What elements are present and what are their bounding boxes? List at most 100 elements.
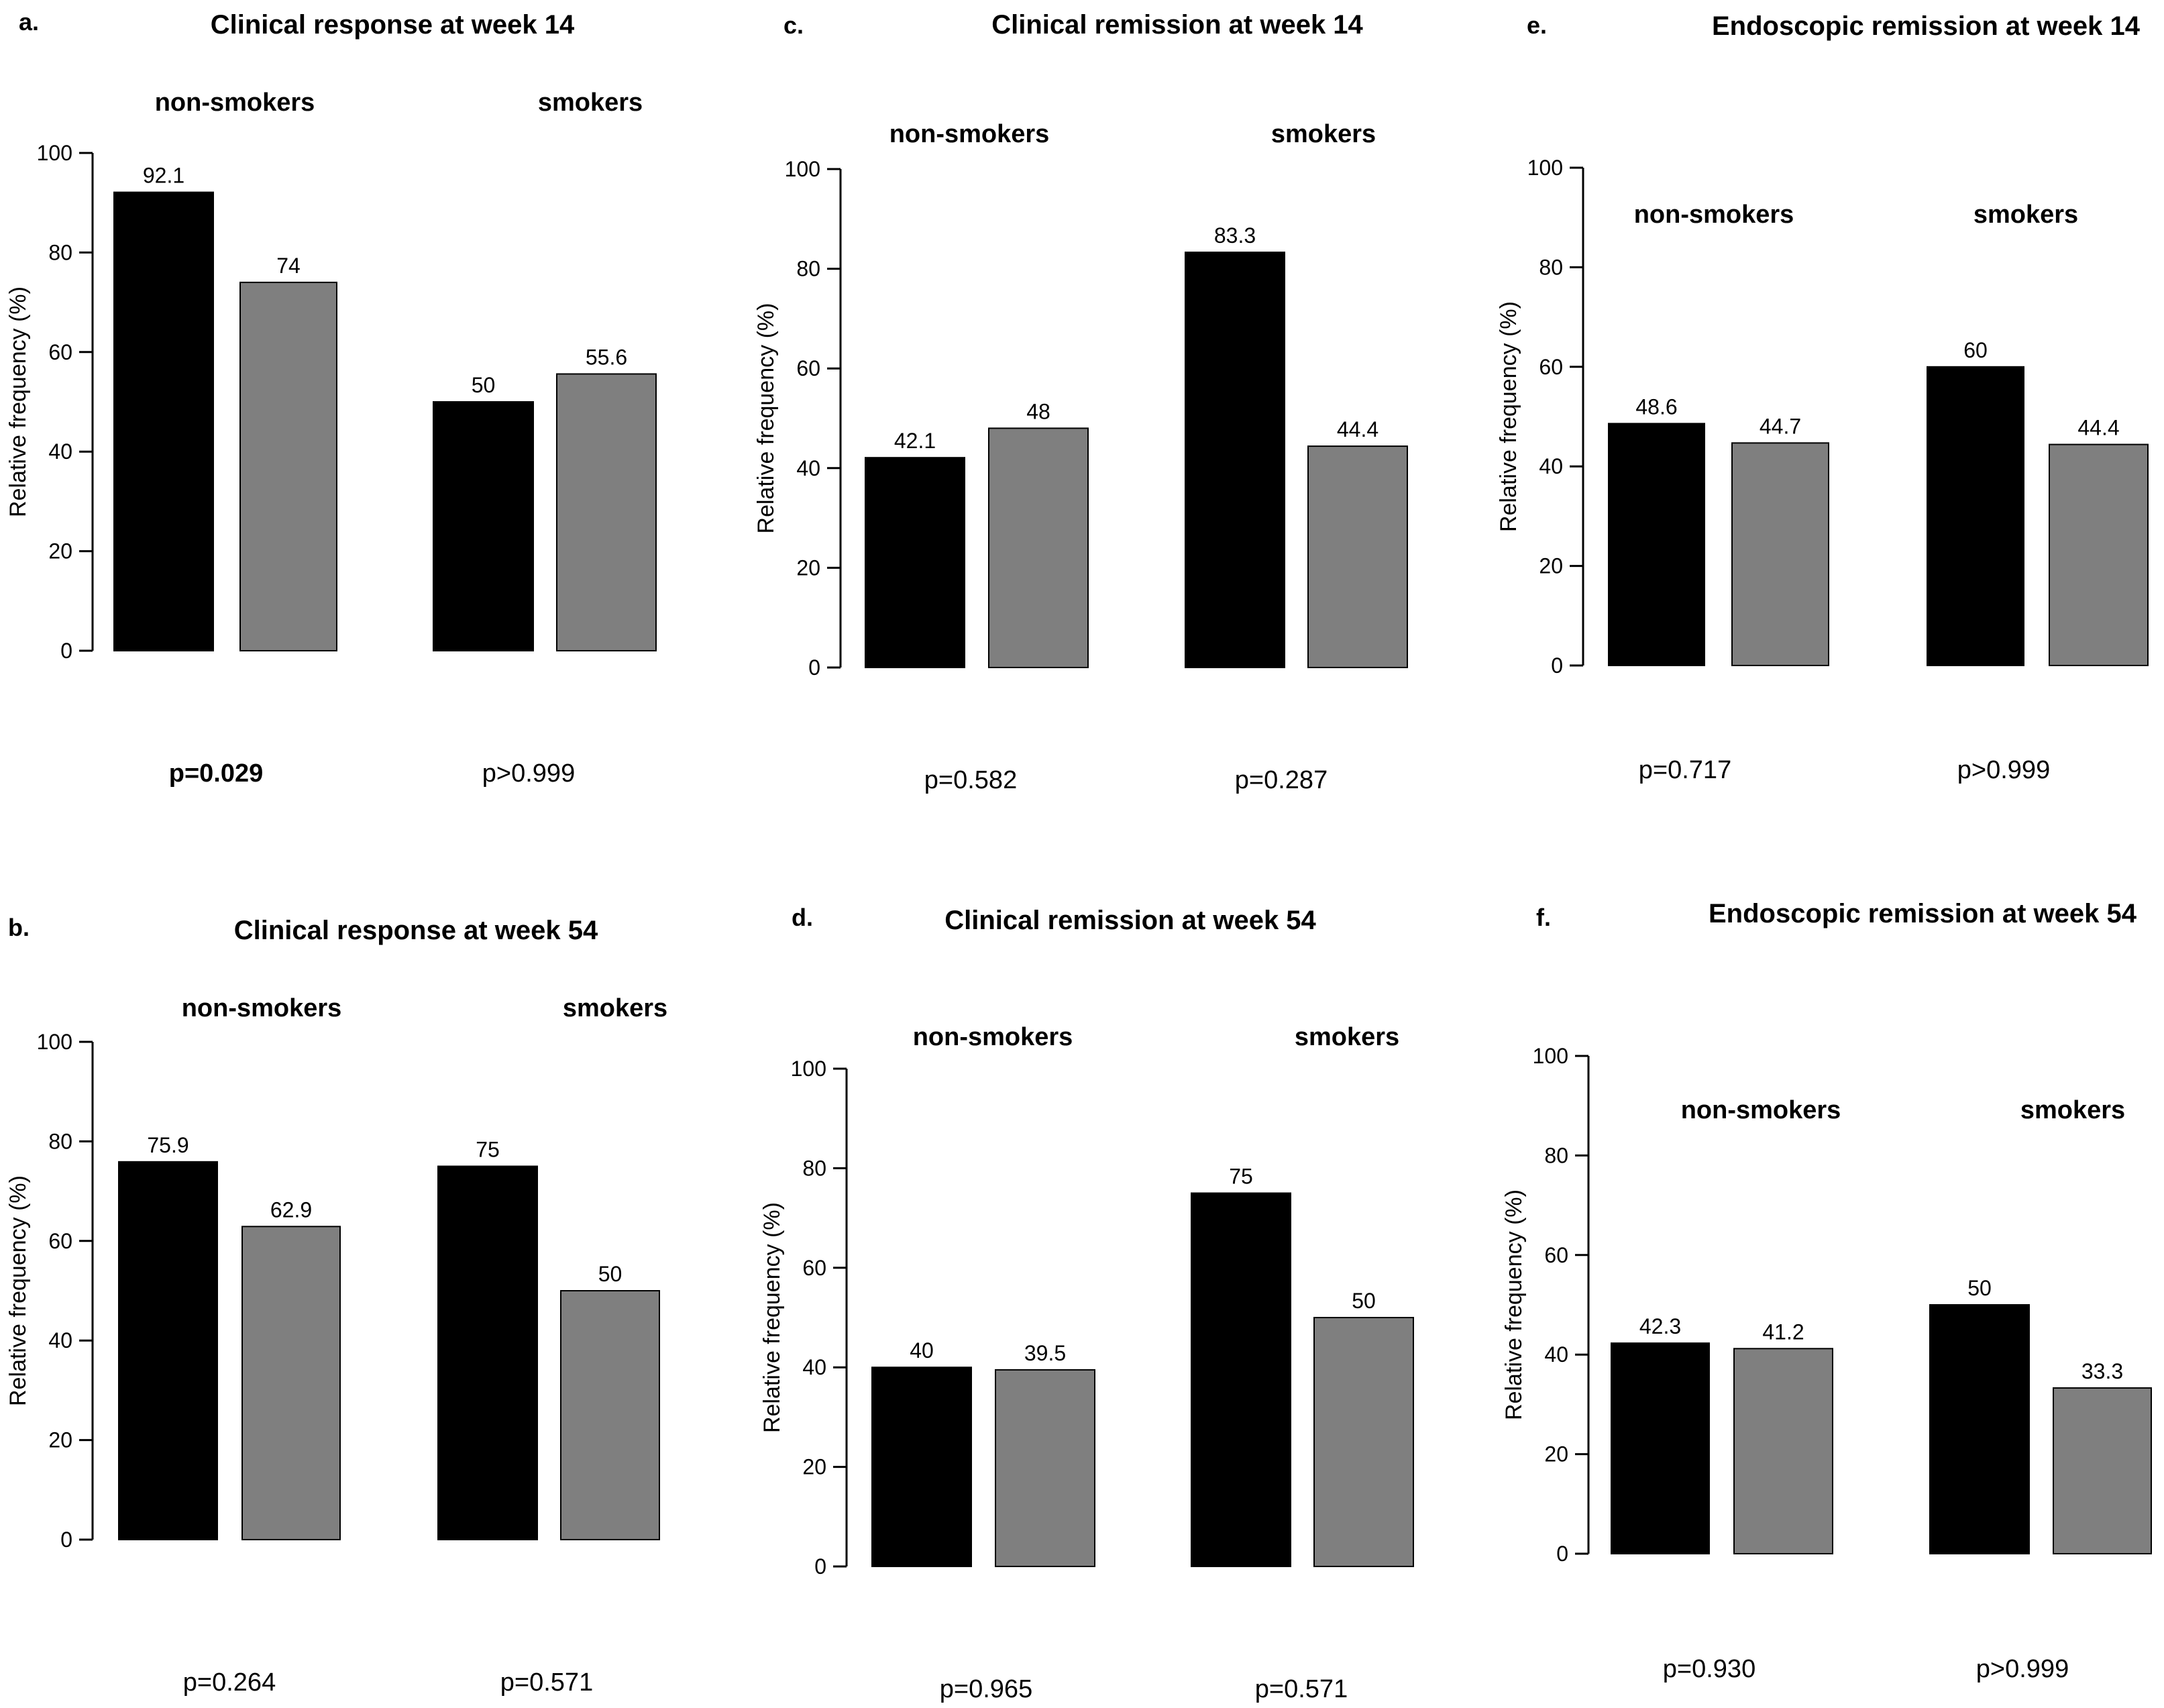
panel-e-y-tick-label-80: 80 bbox=[1539, 255, 1563, 279]
panel-f-group-label-1: smokers bbox=[2020, 1096, 2125, 1124]
panel-d-bar-label-non-smokers-grey: 39.5 bbox=[1024, 1341, 1066, 1365]
panel-c-bar-label-smokers-black: 83.3 bbox=[1214, 223, 1256, 248]
panel-e-y-tick-label-40: 40 bbox=[1539, 454, 1563, 478]
panel-c-bar-non-smokers-black bbox=[865, 457, 965, 669]
panel-d-bar-smokers-grey bbox=[1313, 1317, 1414, 1567]
panel-e-bar-smokers-black bbox=[1927, 366, 2024, 666]
panel-a-y-tick-label-40: 40 bbox=[48, 439, 72, 464]
panel-d-p-value-non-smokers: p=0.965 bbox=[940, 1675, 1032, 1703]
panel-b-p-value-smokers: p=0.571 bbox=[500, 1668, 593, 1697]
panel-a-group-label-0: non-smokers bbox=[155, 89, 315, 117]
panel-a-bar-label-non-smokers-grey: 74 bbox=[276, 254, 301, 278]
panel-f-bar-label-non-smokers-grey: 41.2 bbox=[1762, 1320, 1804, 1344]
panel-a-bar-smokers-black bbox=[433, 401, 534, 651]
panel-f-bar-label-smokers-grey: 33.3 bbox=[2081, 1359, 2123, 1383]
panel-b-y-tick-label-40: 40 bbox=[48, 1328, 72, 1352]
panel-f-bar-smokers-black bbox=[1929, 1304, 2030, 1554]
panel-f-y-tick-label-100: 100 bbox=[1533, 1044, 1568, 1068]
panel-f-y-tick-label-60: 60 bbox=[1544, 1243, 1568, 1267]
panel-b-bar-label-smokers-grey: 50 bbox=[598, 1262, 623, 1286]
panel-d-y-tick-label-60: 60 bbox=[802, 1256, 826, 1280]
panel-b-title: Clinical response at week 54 bbox=[234, 916, 598, 945]
panel-c-y-tick-label-80: 80 bbox=[796, 257, 820, 281]
panel-e-y-axis-label: Relative frequency (%) bbox=[1496, 301, 1521, 532]
panel-e-bar-label-smokers-black: 60 bbox=[1963, 338, 1988, 362]
panel-a-p-value-non-smokers: p=0.029 bbox=[169, 759, 264, 788]
panel-c-y-tick-label-40: 40 bbox=[796, 456, 820, 480]
panel-f-bar-label-smokers-black: 50 bbox=[1967, 1276, 1992, 1300]
panel-d-title: Clinical remission at week 54 bbox=[944, 906, 1316, 935]
panel-a-bar-non-smokers-black bbox=[113, 191, 214, 652]
panel-e-bar-non-smokers-black bbox=[1608, 423, 1705, 666]
panel-a-bar-non-smokers-grey bbox=[239, 281, 337, 652]
panel-b-group-label-0: non-smokers bbox=[182, 994, 342, 1022]
panel-f-y-tick-label-40: 40 bbox=[1544, 1342, 1568, 1367]
panel-f-group-label-0: non-smokers bbox=[1681, 1096, 1841, 1124]
panel-d-y-tick-label-100: 100 bbox=[791, 1057, 826, 1081]
panel-b-y-tick-label-60: 60 bbox=[48, 1229, 72, 1253]
panel-d-y-tick-label-40: 40 bbox=[802, 1355, 826, 1379]
panel-d-bar-label-non-smokers-black: 40 bbox=[910, 1338, 934, 1363]
panel-f-letter: f. bbox=[1536, 904, 1551, 931]
panel-c-y-tick-label-20: 20 bbox=[796, 555, 820, 580]
panel-f-y-tick-label-80: 80 bbox=[1544, 1143, 1568, 1167]
panel-a-y-tick-label-60: 60 bbox=[48, 340, 72, 364]
panel-a-y-tick-label-100: 100 bbox=[37, 141, 72, 165]
panel-b-bar-non-smokers-grey bbox=[241, 1226, 341, 1540]
panel-e-bar-non-smokers-grey bbox=[1731, 442, 1829, 666]
panel-c-y-tick-label-0: 0 bbox=[808, 655, 820, 680]
panel-c-bar-smokers-black bbox=[1185, 252, 1285, 668]
panel-e-group-label-1: smokers bbox=[1973, 201, 2078, 229]
panel-c-y-tick-label-100: 100 bbox=[785, 157, 820, 181]
panel-e-y-tick-label-100: 100 bbox=[1527, 156, 1563, 180]
panel-a-bar-label-non-smokers-black: 92.1 bbox=[143, 164, 184, 188]
panel-e-y-tick-label-60: 60 bbox=[1539, 355, 1563, 379]
panel-c-letter: c. bbox=[783, 11, 804, 39]
panel-d-y-tick-label-0: 0 bbox=[814, 1554, 826, 1579]
panel-b-letter: b. bbox=[8, 914, 30, 941]
panel-b-bar-label-smokers-black: 75 bbox=[476, 1138, 500, 1162]
panel-c-y-axis-label: Relative frequency (%) bbox=[753, 303, 779, 534]
panel-f-bar-non-smokers-black bbox=[1611, 1342, 1710, 1555]
panel-d-y-tick-label-80: 80 bbox=[802, 1156, 826, 1180]
panel-d-bar-non-smokers-black bbox=[871, 1367, 972, 1567]
panel-d-group-label-0: non-smokers bbox=[913, 1023, 1073, 1051]
panel-f-bar-smokers-grey bbox=[2053, 1387, 2152, 1555]
panel-b-group-label-1: smokers bbox=[563, 994, 667, 1022]
panel-e-y-tick-label-0: 0 bbox=[1551, 653, 1563, 678]
panel-d-group-label-1: smokers bbox=[1295, 1023, 1399, 1051]
panel-f-bar-label-non-smokers-black: 42.3 bbox=[1639, 1314, 1681, 1338]
panel-b-y-tick-label-0: 0 bbox=[60, 1528, 72, 1552]
panel-e-y-tick-label-20: 20 bbox=[1539, 554, 1563, 578]
panel-a-bar-label-smokers-grey: 55.6 bbox=[586, 345, 627, 369]
panel-e-p-value-smokers: p>0.999 bbox=[1957, 756, 2050, 784]
panel-e-bar-label-smokers-grey: 44.4 bbox=[2077, 416, 2119, 440]
panel-f-y-tick-label-20: 20 bbox=[1544, 1442, 1568, 1466]
panel-c-bar-non-smokers-grey bbox=[988, 427, 1089, 668]
panel-b-y-tick-label-80: 80 bbox=[48, 1129, 72, 1153]
panel-a-y-tick-label-0: 0 bbox=[60, 639, 72, 663]
panel-d-bar-smokers-black bbox=[1191, 1192, 1291, 1567]
panel-b-bar-smokers-grey bbox=[560, 1290, 660, 1540]
panel-e-title: Endoscopic remission at week 14 bbox=[1712, 11, 2141, 41]
panel-d-bar-label-smokers-grey: 50 bbox=[1352, 1289, 1376, 1313]
panel-d-y-tick-label-20: 20 bbox=[802, 1455, 826, 1479]
panel-d-bar-label-smokers-black: 75 bbox=[1229, 1165, 1253, 1189]
panel-b-y-tick-label-100: 100 bbox=[37, 1030, 72, 1054]
panel-c-bar-label-non-smokers-black: 42.1 bbox=[894, 429, 936, 453]
panel-a-letter: a. bbox=[19, 8, 39, 36]
panel-c-bar-smokers-grey bbox=[1307, 445, 1408, 668]
panel-b-bar-non-smokers-black bbox=[118, 1161, 218, 1540]
panel-e-bar-label-non-smokers-grey: 44.7 bbox=[1760, 414, 1801, 438]
panel-e-group-label-0: non-smokers bbox=[1634, 201, 1794, 229]
panel-b-y-axis-label: Relative frequency (%) bbox=[5, 1175, 31, 1406]
panel-c-y-tick-label-60: 60 bbox=[796, 356, 820, 380]
panel-a-y-axis-label: Relative frequency (%) bbox=[5, 286, 31, 517]
panel-a-y-tick-label-20: 20 bbox=[48, 539, 72, 564]
panel-f-bar-non-smokers-grey bbox=[1733, 1348, 1833, 1555]
panel-f-y-tick-label-0: 0 bbox=[1556, 1542, 1568, 1566]
panel-a-p-value-smokers: p>0.999 bbox=[482, 759, 575, 788]
panel-c-title: Clinical remission at week 14 bbox=[991, 10, 1363, 40]
panel-a-y-tick-label-80: 80 bbox=[48, 240, 72, 264]
panel-c-p-value-non-smokers: p=0.582 bbox=[924, 766, 1017, 794]
